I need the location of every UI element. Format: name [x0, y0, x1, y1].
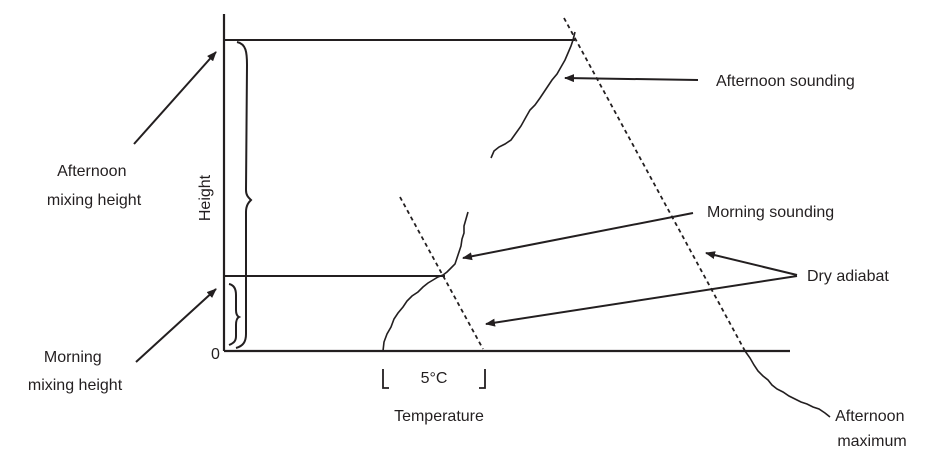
origin-label: 0 [211, 346, 220, 363]
morning-sounding-label: Morning sounding [707, 204, 834, 221]
morning-sounding-curve [382, 211, 469, 352]
afternoon-mixing-height-arrow [133, 51, 217, 145]
afternoon-mixing-height-brace [235, 41, 253, 349]
morning-dry-adiabat [399, 196, 484, 350]
afternoon-maximum-curve [744, 350, 831, 418]
temperature-interval-bracket [382, 369, 486, 389]
afternoon-mixing-height-label: Afternoon mixing height [47, 163, 142, 209]
morning-mixing-height-arrow [135, 288, 217, 363]
dry-adiabat-label: Dry adiabat [807, 268, 889, 285]
morning-mixing-height-brace [228, 283, 242, 346]
x-axis-label: Temperature [394, 408, 484, 425]
dry-adiabat-arrow-morning [485, 275, 798, 327]
afternoon-sounding-label: Afternoon sounding [716, 73, 855, 90]
temperature-interval-label: 5°C [421, 370, 448, 387]
morning-mixing-height-label: Morning mixing height [28, 349, 123, 394]
dry-adiabat-arrow-afternoon [705, 251, 798, 276]
afternoon-dry-adiabat [563, 17, 746, 352]
y-axis-label: Height [197, 174, 214, 221]
afternoon-sounding-arrow [564, 74, 699, 83]
afternoon-maximum-label: Afternoon maximum [835, 408, 909, 450]
afternoon-sounding-curve [490, 31, 576, 159]
morning-sounding-arrow [462, 212, 694, 261]
